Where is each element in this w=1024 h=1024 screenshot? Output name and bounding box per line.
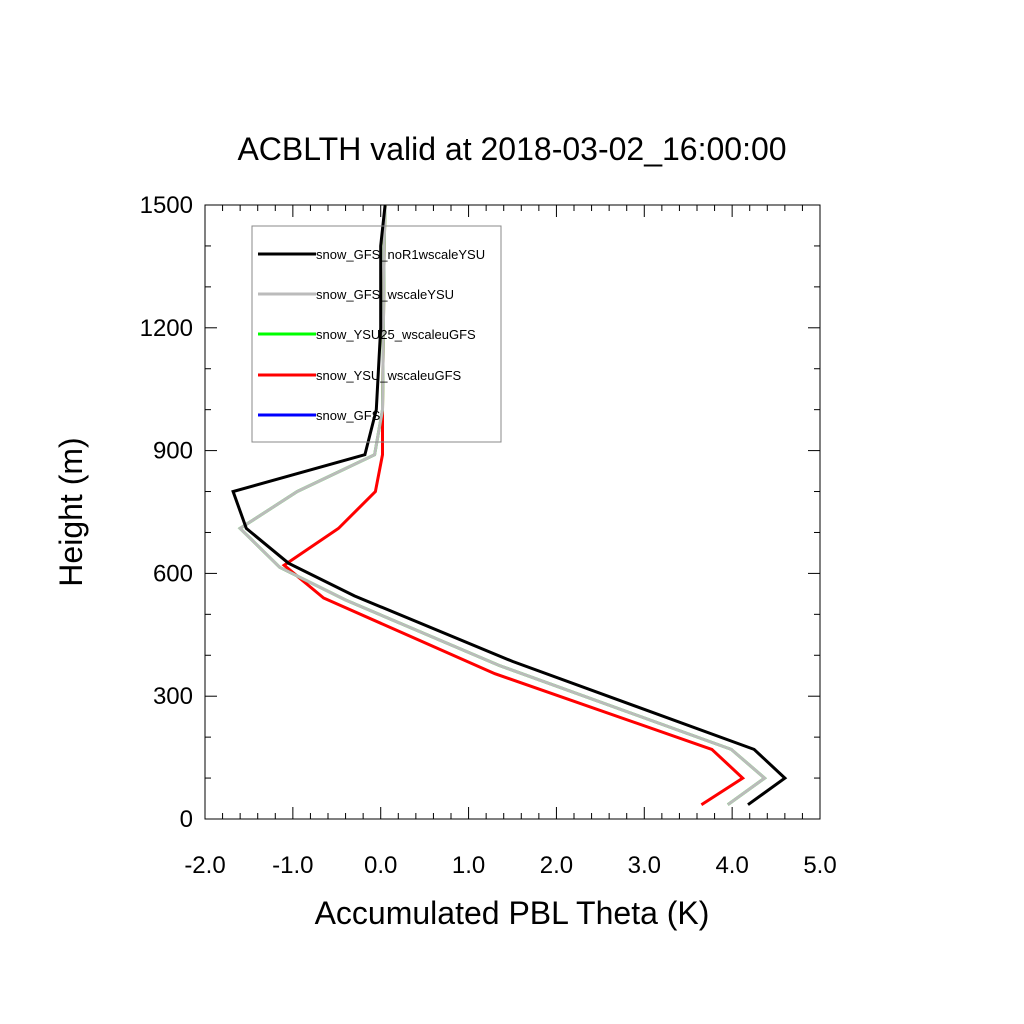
chart-title: ACBLTH valid at 2018-03-02_16:00:00 (237, 131, 786, 167)
y-tick-label: 1500 (140, 192, 193, 219)
y-tick-label: 300 (153, 683, 193, 710)
legend-box (251, 225, 502, 443)
y-tick-label: 600 (153, 560, 193, 587)
x-tick-label: 0.0 (364, 852, 397, 879)
legend-entry-label: snow_GFS (316, 408, 381, 423)
x-tick-label: 1.0 (452, 852, 485, 879)
x-tick-label: 4.0 (715, 852, 748, 879)
x-tick-label: 2.0 (540, 852, 573, 879)
y-tick-label: 900 (153, 438, 193, 465)
x-tick-label: -1.0 (272, 852, 313, 879)
x-tick-label: 3.0 (628, 852, 661, 879)
legend-entry-label: snow_YSU25_wscaleuGFS (316, 327, 476, 342)
legend-entry-label: snow_GFS_noR1wscaleYSU (316, 247, 485, 262)
legend-entry-label: snow_YSU_wscaleuGFS (316, 368, 462, 383)
x-tick-label: -2.0 (184, 852, 225, 879)
plot-frame (204, 204, 821, 820)
series-line-2 (237, 204, 768, 806)
legend-entry-label: snow_GFS_wscaleYSU (316, 287, 454, 302)
series-line-1 (231, 204, 788, 806)
x-axis-label: Accumulated PBL Theta (K) (315, 895, 710, 931)
plot-area: -2.0 -1.0 0.0 1.0 2.0 3.0 4.0 5.0 0 300 600 900 1200… (140, 192, 837, 879)
y-axis-label: Height (m) (53, 437, 89, 586)
y-tick-label: 0 (180, 806, 193, 833)
legend: snow_GFS_noR1wscaleYSU snow_GFS_wscaleYSU… (251, 225, 502, 443)
y-tick-label: 1200 (140, 315, 193, 342)
x-tick-label: 5.0 (803, 852, 836, 879)
